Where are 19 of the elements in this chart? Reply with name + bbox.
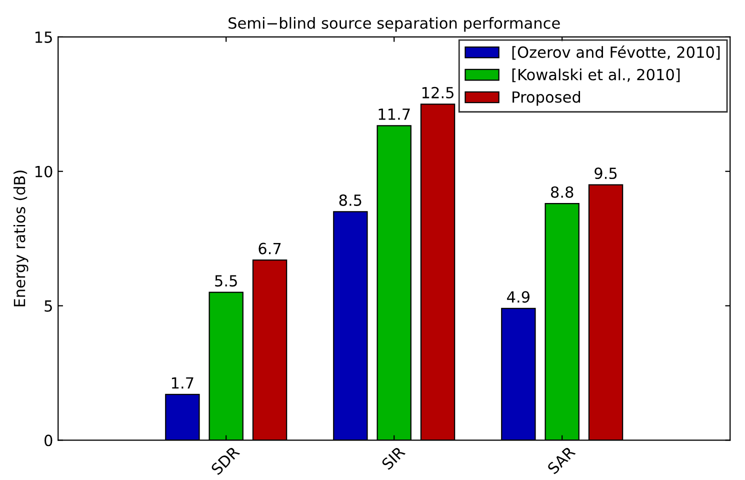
data-label: 8.5	[339, 194, 362, 206]
data-label: 1.7	[172, 377, 194, 389]
y-tick-label: 15	[35, 32, 52, 43]
data-label: 5.5	[215, 275, 237, 287]
chart-title: Semi−blind source separation performance	[228, 17, 560, 32]
legend-label: [Kowalski et al., 2010]	[512, 68, 680, 82]
y-tick-label: 10	[35, 166, 52, 178]
data-label: 4.9	[507, 291, 530, 303]
y-tick-label: 5	[44, 300, 52, 312]
legend-label: [Ozerov and Févotte, 2010]	[512, 46, 720, 60]
data-label: 8.8	[550, 186, 574, 198]
y-axis-title: Energy ratios (dB)	[13, 170, 28, 306]
data-label: 11.7	[378, 108, 410, 120]
y-tick-label: 0	[44, 434, 52, 446]
legend-label: Proposed	[512, 90, 580, 106]
data-label: 6.7	[258, 242, 281, 254]
data-label: 12.5	[422, 86, 454, 98]
data-label: 9.5	[594, 168, 617, 180]
x-tick-label: SIR	[381, 446, 406, 470]
